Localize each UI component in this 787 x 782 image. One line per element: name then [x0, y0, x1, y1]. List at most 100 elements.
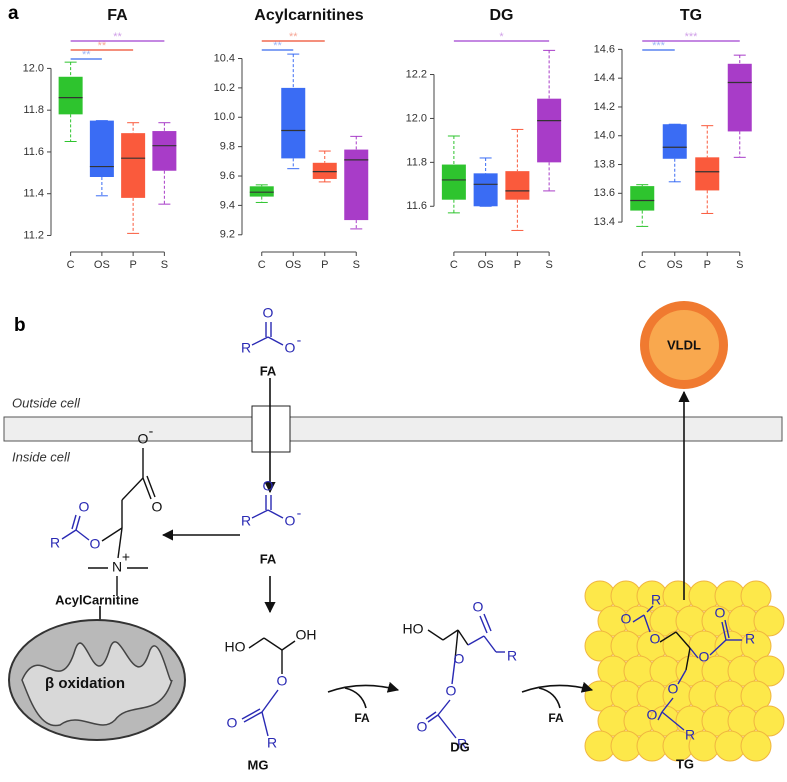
atom: O	[138, 431, 149, 447]
bond	[685, 647, 691, 671]
molecule-label: FA	[260, 551, 277, 566]
bond	[483, 635, 497, 653]
bond	[251, 509, 269, 519]
box	[630, 186, 655, 211]
x-tick-label: P	[321, 259, 328, 271]
y-tick-label: 13.8	[594, 158, 615, 170]
x-tick-label: C	[450, 259, 458, 271]
lipid-bead	[740, 580, 772, 612]
y-tick-label: 14.6	[594, 43, 615, 55]
y-tick-label: 9.2	[220, 229, 235, 241]
x-tick-label: OS	[94, 259, 110, 271]
bond	[117, 527, 123, 559]
y-tick-label: 10.2	[214, 82, 235, 94]
x-tick-label: P	[514, 259, 521, 271]
box	[58, 76, 83, 115]
y-tick-label: 12.0	[23, 62, 44, 74]
bond	[281, 640, 296, 651]
lipid-bead	[753, 605, 785, 637]
lipid-droplet	[584, 580, 785, 762]
bond	[442, 629, 459, 641]
y-tick-label: 14.4	[594, 72, 615, 84]
chart-title: TG	[680, 7, 702, 24]
bond	[724, 619, 730, 639]
molecule-label: TG	[676, 756, 694, 771]
atom: -	[297, 332, 302, 348]
significance-label: **	[98, 40, 107, 52]
bond	[709, 639, 727, 656]
cristae	[21, 641, 173, 727]
atom: O	[715, 605, 726, 621]
bond	[101, 527, 123, 542]
bond	[427, 629, 444, 641]
bond	[675, 631, 691, 649]
atom: R	[507, 648, 517, 664]
inside-label: Inside cell	[12, 449, 71, 464]
x-tick-label: C	[258, 259, 266, 271]
bond	[146, 475, 156, 498]
y-tick-label: 14.2	[594, 101, 615, 113]
atom: O	[263, 305, 274, 321]
atom: -	[149, 423, 154, 439]
y-tick-label: 10.4	[214, 52, 235, 64]
box	[695, 157, 720, 191]
bond	[261, 711, 269, 737]
bond	[657, 711, 663, 721]
molecule-label: DG	[450, 739, 470, 754]
bond	[646, 605, 654, 613]
significance-label: **	[113, 31, 122, 43]
atom: O	[473, 599, 484, 615]
atom: O	[285, 513, 296, 529]
channel	[251, 405, 291, 453]
panel-label: b	[14, 315, 26, 336]
bond	[71, 514, 77, 530]
chart-title: FA	[107, 7, 128, 24]
atom: R	[241, 513, 251, 529]
significance-label: **	[82, 49, 91, 61]
y-tick-label: 13.6	[594, 187, 615, 199]
atom: O	[285, 340, 296, 356]
atom: R	[241, 340, 251, 356]
box	[441, 164, 466, 200]
box	[281, 87, 306, 159]
bond	[251, 336, 269, 346]
molecule-label: FA	[260, 363, 277, 378]
atom: N	[112, 559, 122, 575]
chart-title: DG	[490, 7, 514, 24]
bond	[437, 699, 451, 716]
box	[727, 63, 752, 132]
x-tick-label: P	[704, 259, 711, 271]
atom: O	[277, 673, 288, 689]
bond	[75, 529, 90, 541]
bond	[454, 629, 459, 661]
atom: O	[417, 719, 428, 735]
y-tick-label: 9.4	[220, 199, 235, 211]
bond	[75, 515, 81, 531]
x-tick-label: OS	[667, 259, 683, 271]
bond	[483, 613, 492, 632]
bond	[267, 336, 284, 346]
bond	[243, 711, 263, 723]
atom: O	[668, 681, 679, 697]
y-tick-label: 11.6	[406, 200, 427, 212]
lipid-bead	[740, 630, 772, 662]
molecule-label: AcylCarnitine	[55, 592, 139, 607]
lipid-bead	[753, 705, 785, 737]
y-tick-label: 12.2	[406, 68, 427, 80]
y-tick-label: 11.4	[23, 188, 44, 200]
box	[312, 162, 337, 179]
bond	[263, 637, 283, 651]
atom: R	[745, 631, 755, 647]
molecule-label: MG	[248, 757, 269, 772]
outside-label: Outside cell	[12, 395, 81, 410]
bond	[479, 615, 488, 634]
significance-label: ***	[652, 40, 666, 52]
atom: O	[621, 611, 632, 627]
atom: HO	[403, 621, 424, 637]
beta-oxidation: β oxidation	[45, 675, 125, 692]
bond	[659, 631, 677, 643]
bond	[689, 647, 699, 659]
bond	[248, 637, 265, 649]
y-tick-label: 9.6	[220, 170, 235, 182]
